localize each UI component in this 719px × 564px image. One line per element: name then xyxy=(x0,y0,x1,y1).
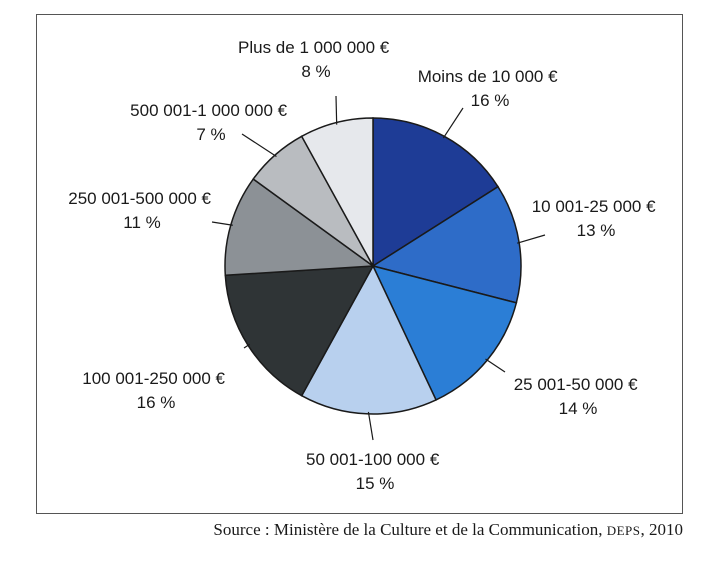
slice-label-250001-500000: 250 001-500 000 € 11 % xyxy=(68,189,215,232)
source-caption: Source : Ministère de la Culture et de l… xyxy=(213,520,683,540)
slice-label-100001-250000: 100 001-250 000 € 16 % xyxy=(82,369,229,412)
slices-layer xyxy=(224,117,522,415)
leader-line-2 xyxy=(485,358,506,373)
leader-line-0 xyxy=(442,107,464,139)
slice-label-50001-100000: 50 001-100 000 € 15 % xyxy=(306,450,444,493)
leader-lines-layer xyxy=(211,95,546,441)
source-prefix: Source : Ministère de la Culture et de l… xyxy=(213,520,607,539)
slice-label-10001-25000: 10 001-25 000 € 13 % xyxy=(532,197,661,240)
slice-label-plus-1000000: Plus de 1 000 000 € 8 % xyxy=(238,38,394,81)
leader-line-7 xyxy=(335,95,338,125)
leader-line-4 xyxy=(243,343,251,349)
slice-label-moins-10000: Moins de 10 000 € 16 % xyxy=(418,67,563,110)
leader-line-5 xyxy=(211,221,233,226)
source-org: DEPS xyxy=(606,523,641,538)
slice-label-25001-50000: 25 001-50 000 € 14 % xyxy=(514,375,643,418)
leader-line-1 xyxy=(517,234,546,244)
source-suffix: , 2010 xyxy=(640,520,684,539)
leader-line-3 xyxy=(367,411,374,441)
leader-line-6 xyxy=(241,133,277,157)
slice-label-500001-1000000: 500 001-1 000 000 € 7 % xyxy=(130,101,292,144)
